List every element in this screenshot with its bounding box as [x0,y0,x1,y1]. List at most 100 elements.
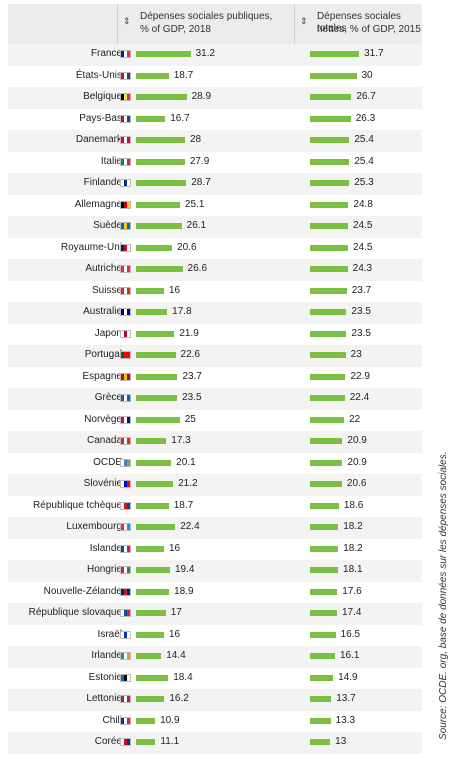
table-row: Australie 17.8 23.5 [8,302,422,324]
table-row: OCDE 20.1 20.9 [8,453,422,475]
country-label: Suisse [91,284,122,296]
value-total: 18.6 [343,499,364,511]
bar-public [136,373,178,380]
value-total: 22.9 [350,370,370,382]
value-public: 26.1 [186,220,207,231]
flag-icon [120,71,131,80]
value-public: 20.1 [176,456,196,468]
flag-icon [120,394,131,402]
value-total: 25.4 [354,155,374,167]
table-row: Belgique 28.9 26.7 [8,87,422,109]
flag-icon [120,286,131,295]
bar-public [136,610,166,616]
source-note: Source: OCDE. org, base de données sur l… [438,451,449,741]
bar-total [310,94,352,100]
value-total: 13.7 [336,693,356,704]
value-public: 26.6 [187,263,208,274]
value-public: 21.2 [178,478,198,489]
value-public: 28.7 [191,177,211,188]
value-public: 16.7 [170,112,190,124]
value-public: 21.9 [179,327,199,339]
country-label: Norvège [84,413,122,425]
value-total: 23.5 [351,327,371,339]
bar-total [310,330,347,337]
bar-total [310,158,350,165]
flag-icon [120,523,131,531]
bar-total [310,739,331,745]
value-total: 16.1 [339,650,360,661]
country-label: Finlande [83,177,122,188]
table-row: Danemark 28 25.4 [8,130,422,152]
country-label: États-Unis [75,69,122,81]
value-total: 25.3 [354,177,374,188]
country-label: Islande [89,542,122,554]
value-total: 13.3 [335,714,356,726]
value-total: 24.5 [352,220,373,231]
table-row: Espagne 23.7 22.9 [8,367,422,389]
bar-public [136,653,162,659]
flag-icon [120,566,131,574]
value-total: 26.7 [356,91,376,102]
value-total: 23.7 [351,284,372,296]
table-row: Finlande 28.7 25.3 [8,173,422,195]
country-label: Espagne [82,370,122,382]
bar-total [310,438,343,444]
bar-total [310,51,360,57]
country-label: Hongrie [86,564,122,575]
bar-public [136,567,170,573]
bar-total [310,352,346,358]
value-total: 18.2 [343,542,363,554]
sort-icon[interactable]: ⇕ [300,16,308,26]
bar-total [310,717,331,724]
header-col-public-line1: Dépenses sociales publiques, [140,11,273,22]
country-label: Slovénie [83,478,122,489]
bar-total [310,631,336,638]
bar-public [136,115,166,122]
bar-total [310,567,339,573]
header-col-public[interactable]: ⇕ Dépenses sociales publiques, % of GDP,… [117,4,295,44]
bar-total [310,696,332,702]
bar-public [136,459,172,466]
flag-icon [120,458,131,467]
bar-public [136,309,168,315]
bar-total [310,72,357,79]
bar-public [136,244,173,251]
bar-total [310,674,334,681]
country-label: Australie [83,306,122,317]
bar-public [136,180,187,186]
value-total: 31.7 [364,48,384,59]
country-label: OCDE [93,456,122,468]
table-row: Italie 27.9 25.4 [8,152,422,174]
table-row: République tchèque 18.7 18.6 [8,496,422,518]
country-label: Italie [100,155,122,167]
country-label: Suède [93,220,122,231]
country-label: Belgique [83,91,122,102]
value-public: 14.4 [166,650,186,661]
bar-public [136,201,180,208]
flag-icon [120,609,131,617]
value-total: 20.9 [347,456,367,468]
table-row: Norvège 25 22 [8,410,422,432]
bar-public [136,438,167,444]
bar-total [310,137,350,143]
bar-total [310,502,339,509]
value-total: 17.6 [342,585,362,597]
country-label: Pays-Bas [79,112,122,124]
value-public: 17.8 [172,306,192,317]
sort-icon[interactable]: ⇕ [123,16,131,26]
flag-icon [120,415,131,424]
value-total: 24.5 [352,241,373,253]
bar-public [136,287,164,294]
value-total: 23.5 [351,306,371,317]
header-col-total[interactable]: ⇕ Dépenses sociales totales nettes, % of… [294,4,423,44]
bar-total [310,416,345,423]
value-public: 20.6 [177,241,197,253]
bar-public [136,545,164,552]
flag-icon [120,738,131,746]
value-public: 17 [170,607,182,618]
bar-public [136,502,169,509]
flag-icon [120,372,131,381]
bar-total [310,395,345,401]
country-label: Autriche [85,263,122,274]
header-col-total-line2: nettes, % of GDP, 2015 [317,24,421,35]
